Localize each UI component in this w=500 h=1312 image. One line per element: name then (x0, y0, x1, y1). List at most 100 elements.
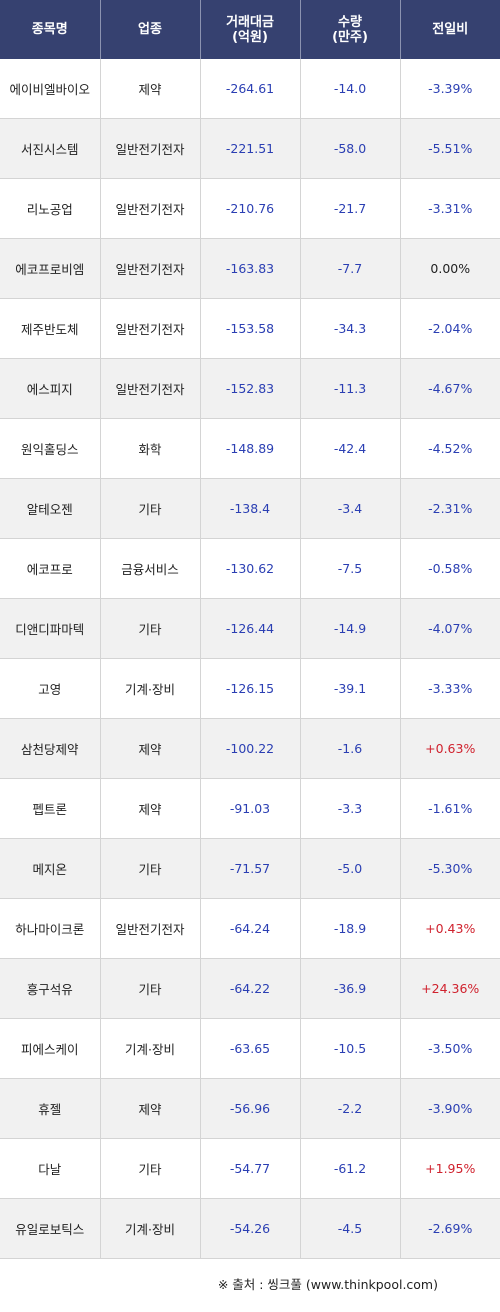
table-row: 에코프로비엠 일반전기전자 -163.83 -7.7 0.00% (0, 238, 500, 299)
sector-cell: 일반전기전자 (100, 178, 201, 239)
volume-cell: -4.5 (300, 1198, 401, 1259)
stock-name: 서진시스템 (0, 118, 101, 179)
change-cell: -4.67% (400, 358, 500, 419)
trade-value-cell: -56.96 (200, 1078, 301, 1139)
header-change: 전일비 (400, 0, 500, 59)
trade-value-cell: -153.58 (200, 298, 301, 359)
sector-cell: 일반전기전자 (100, 298, 201, 359)
table-row: 삼천당제약 제약 -100.22 -1.6 +0.63% (0, 718, 500, 779)
table-row: 펩트론 제약 -91.03 -3.3 -1.61% (0, 778, 500, 839)
sector-cell: 일반전기전자 (100, 358, 201, 419)
change-cell: -3.50% (400, 1018, 500, 1079)
volume-cell: -7.7 (300, 238, 401, 299)
volume-cell: -61.2 (300, 1138, 401, 1199)
table-row: 원익홀딩스 화학 -148.89 -42.4 -4.52% (0, 418, 500, 479)
volume-cell: -14.9 (300, 598, 401, 659)
trade-value-cell: -64.22 (200, 958, 301, 1019)
table-row: 서진시스템 일반전기전자 -221.51 -58.0 -5.51% (0, 118, 500, 179)
header-row: 종목명 업종 거래대금 (억원) 수량 (만주) 전일비 (0, 0, 500, 59)
sector-cell: 화학 (100, 418, 201, 479)
volume-cell: -11.3 (300, 358, 401, 419)
stock-name: 제주반도체 (0, 298, 101, 359)
stock-name: 휴젤 (0, 1078, 101, 1139)
sector-cell: 제약 (100, 1078, 201, 1139)
header-volume-line2: (만주) (332, 29, 368, 45)
volume-cell: -58.0 (300, 118, 401, 179)
sector-cell: 기계·장비 (100, 1018, 201, 1079)
change-cell: -3.31% (400, 178, 500, 239)
stock-name: 다날 (0, 1138, 101, 1199)
volume-cell: -36.9 (300, 958, 401, 1019)
stock-name: 펩트론 (0, 778, 101, 839)
header-volume-line1: 수량 (338, 14, 362, 30)
trade-value-cell: -130.62 (200, 538, 301, 599)
change-cell: +24.36% (400, 958, 500, 1019)
stock-name: 피에스케이 (0, 1018, 101, 1079)
change-cell: +0.43% (400, 898, 500, 959)
sector-cell: 기타 (100, 958, 201, 1019)
sector-cell: 일반전기전자 (100, 898, 201, 959)
header-sector: 업종 (100, 0, 201, 59)
change-cell: -5.30% (400, 838, 500, 899)
volume-cell: -5.0 (300, 838, 401, 899)
header-value-line2: (억원) (232, 29, 268, 45)
stock-name: 에코프로비엠 (0, 238, 101, 299)
change-cell: -3.90% (400, 1078, 500, 1139)
trade-value-cell: -63.65 (200, 1018, 301, 1079)
volume-cell: -3.3 (300, 778, 401, 839)
change-cell: -2.04% (400, 298, 500, 359)
table-row: 유일로보틱스 기계·장비 -54.26 -4.5 -2.69% (0, 1198, 500, 1259)
header-value: 거래대금 (억원) (200, 0, 301, 59)
sector-cell: 기타 (100, 598, 201, 659)
table-row: 제주반도체 일반전기전자 -153.58 -34.3 -2.04% (0, 298, 500, 359)
volume-cell: -21.7 (300, 178, 401, 239)
table-row: 피에스케이 기계·장비 -63.65 -10.5 -3.50% (0, 1018, 500, 1079)
table-row: 하나마이크론 일반전기전자 -64.24 -18.9 +0.43% (0, 898, 500, 959)
volume-cell: -42.4 (300, 418, 401, 479)
volume-cell: -7.5 (300, 538, 401, 599)
table-row: 메지온 기타 -71.57 -5.0 -5.30% (0, 838, 500, 899)
trade-value-cell: -71.57 (200, 838, 301, 899)
trade-value-cell: -54.77 (200, 1138, 301, 1199)
trade-value-cell: -54.26 (200, 1198, 301, 1259)
sector-cell: 기타 (100, 838, 201, 899)
table-row: 휴젤 제약 -56.96 -2.2 -3.90% (0, 1078, 500, 1139)
trade-value-cell: -148.89 (200, 418, 301, 479)
table-row: 디앤디파마텍 기타 -126.44 -14.9 -4.07% (0, 598, 500, 659)
stock-name: 에코프로 (0, 538, 101, 599)
volume-cell: -3.4 (300, 478, 401, 539)
sector-cell: 제약 (100, 59, 201, 119)
stock-name: 메지온 (0, 838, 101, 899)
trade-value-cell: -126.44 (200, 598, 301, 659)
change-cell: 0.00% (400, 238, 500, 299)
trade-value-cell: -152.83 (200, 358, 301, 419)
volume-cell: -34.3 (300, 298, 401, 359)
table-row: 에스피지 일반전기전자 -152.83 -11.3 -4.67% (0, 358, 500, 419)
table-row: 흥구석유 기타 -64.22 -36.9 +24.36% (0, 958, 500, 1019)
volume-cell: -2.2 (300, 1078, 401, 1139)
change-cell: -5.51% (400, 118, 500, 179)
volume-cell: -39.1 (300, 658, 401, 719)
sector-cell: 일반전기전자 (100, 238, 201, 299)
change-cell: -4.52% (400, 418, 500, 479)
table-row: 알테오젠 기타 -138.4 -3.4 -2.31% (0, 478, 500, 539)
stock-name: 고영 (0, 658, 101, 719)
change-cell: -3.33% (400, 658, 500, 719)
stock-name: 원익홀딩스 (0, 418, 101, 479)
change-cell: -0.58% (400, 538, 500, 599)
sector-cell: 제약 (100, 718, 201, 779)
volume-cell: -18.9 (300, 898, 401, 959)
stock-name: 알테오젠 (0, 478, 101, 539)
trade-value-cell: -64.24 (200, 898, 301, 959)
stock-name: 하나마이크론 (0, 898, 101, 959)
trade-value-cell: -126.15 (200, 658, 301, 719)
sector-cell: 기계·장비 (100, 658, 201, 719)
change-cell: +0.63% (400, 718, 500, 779)
change-cell: -3.39% (400, 59, 500, 119)
table-row: 리노공업 일반전기전자 -210.76 -21.7 -3.31% (0, 178, 500, 239)
table-row: 에이비엘바이오 제약 -264.61 -14.0 -3.39% (0, 59, 500, 119)
trade-value-cell: -264.61 (200, 59, 301, 119)
stock-table: 종목명 업종 거래대금 (억원) 수량 (만주) 전일비 에이비엘바이오 제약 -2… (0, 0, 500, 1259)
stock-name: 리노공업 (0, 178, 101, 239)
trade-value-cell: -210.76 (200, 178, 301, 239)
